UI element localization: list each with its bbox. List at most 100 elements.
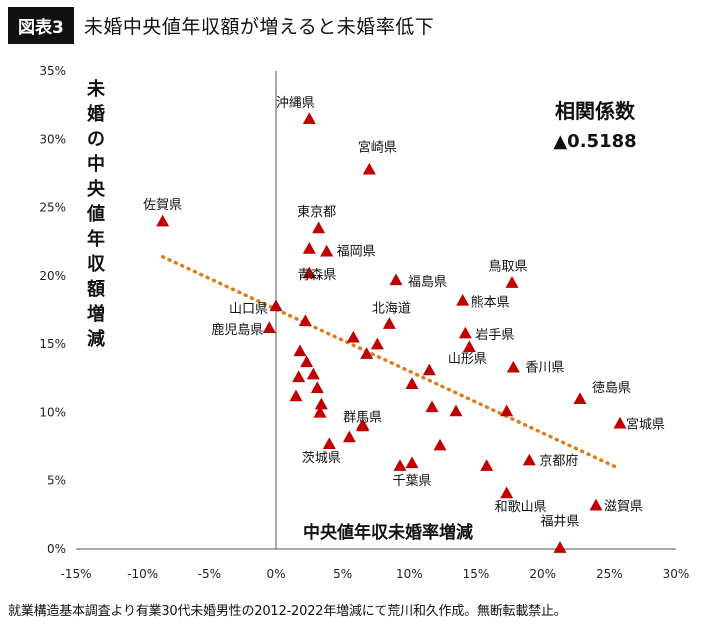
data-point — [262, 321, 276, 333]
data-point — [156, 214, 170, 227]
y-tick-label: 25% — [39, 201, 66, 215]
y-tick-label: 0% — [47, 542, 66, 556]
point-label: 千葉県 — [392, 474, 431, 489]
data-point — [405, 456, 419, 469]
data-point — [505, 276, 519, 288]
correlation-value: ▲0.5188 — [553, 131, 636, 152]
point-label: 鳥取県 — [488, 260, 527, 275]
data-point — [342, 430, 356, 443]
y-tick-label: 5% — [47, 474, 66, 488]
x-axis-title: 中央値年収未婚率増減 — [303, 522, 473, 543]
data-point — [314, 397, 328, 410]
figure-title: 未婚中央値年収額が増えると未婚率低下 — [83, 15, 435, 38]
point-label: 福井県 — [540, 515, 579, 530]
point-label: 北海道 — [372, 302, 411, 317]
source-note: 就業構造基本調査より有業30代未婚男性の2012-2022年増減にて荒川和久作成… — [8, 604, 567, 619]
data-point — [613, 416, 627, 429]
data-point — [393, 459, 407, 471]
data-point — [302, 242, 316, 254]
point-label: 滋賀県 — [604, 499, 643, 514]
point-label: 徳島県 — [592, 381, 631, 396]
x-tick-label: 25% — [596, 567, 623, 581]
figure-header: 図表3 未婚中央値年収額が増えると未婚率低下 — [8, 6, 435, 44]
x-tick-label: 20% — [529, 567, 556, 581]
data-point — [313, 405, 327, 418]
y-axis-title-char: 未 — [87, 79, 106, 100]
data-point — [522, 453, 536, 466]
x-tick-label: -10% — [127, 567, 158, 581]
point-label: 鹿児島県 — [211, 322, 263, 338]
x-tick-label: -15% — [60, 567, 91, 581]
x-tick-label: 5% — [333, 567, 352, 581]
scatter-chart: -15% -10% -5% 0% 5% 10% 15% 20% 25% 30% 0% 5% 10% 15%… — [39, 64, 690, 581]
x-tick-label: 15% — [463, 567, 490, 581]
y-axis-title-char: 増 — [87, 303, 105, 325]
point-label: 山形県 — [448, 352, 487, 367]
data-point — [269, 299, 283, 312]
y-axis-title-char: の — [87, 129, 105, 150]
x-tick-label: 0% — [266, 567, 285, 581]
y-tick-label: 35% — [39, 64, 66, 78]
point-label: 京都府 — [539, 454, 578, 469]
data-point — [405, 377, 419, 389]
y-tick-label: 10% — [39, 405, 66, 419]
data-point — [320, 244, 334, 257]
data-point — [589, 498, 603, 511]
correlation-label: 相関係数 — [555, 99, 636, 123]
point-label: 沖縄県 — [276, 96, 315, 111]
data-point — [425, 400, 439, 413]
y-tick-label: 30% — [39, 132, 66, 146]
data-point — [500, 404, 514, 417]
y-axis-title-char: 額 — [86, 278, 105, 300]
data-point — [302, 266, 316, 279]
data-point — [458, 326, 472, 339]
point-label: 宮城県 — [626, 416, 665, 432]
x-tick-label: 30% — [663, 567, 690, 581]
data-point — [506, 360, 520, 373]
data-point — [346, 330, 360, 343]
data-point — [362, 162, 376, 175]
x-tick-label: 10% — [396, 567, 423, 581]
point-label: 茨城県 — [302, 451, 341, 466]
y-axis-title-char: 収 — [87, 254, 106, 275]
data-point — [480, 459, 494, 471]
data-point — [306, 367, 320, 380]
data-point — [382, 317, 396, 329]
x-tick-label: -5% — [198, 567, 221, 581]
data-point — [456, 293, 470, 306]
y-axis-title-char: 年 — [87, 228, 105, 250]
data-point — [553, 541, 567, 553]
data-point — [360, 347, 374, 359]
data-point — [370, 337, 384, 350]
data-point — [312, 221, 326, 234]
point-label: 福島県 — [408, 275, 447, 290]
data-point — [289, 389, 303, 402]
point-label: 宮崎県 — [358, 139, 397, 155]
point-label: 福岡県 — [337, 244, 376, 259]
point-label: 岩手県 — [475, 328, 514, 343]
data-point — [500, 486, 514, 499]
data-point — [298, 314, 312, 327]
y-axis-title-char: 中 — [87, 153, 105, 175]
figure-badge: 図表3 — [8, 6, 74, 44]
point-label: 佐賀県 — [143, 198, 182, 213]
data-point — [310, 381, 324, 394]
y-tick-label: 15% — [39, 337, 66, 351]
point-label: 山口県 — [229, 302, 268, 317]
point-label: 香川県 — [525, 360, 564, 375]
point-label: 和歌山県 — [495, 500, 547, 515]
y-axis-title-char: 値 — [86, 203, 105, 225]
data-point — [462, 340, 476, 353]
data-point — [293, 344, 307, 357]
y-axis-title-char: 央 — [87, 178, 106, 200]
data-point — [322, 437, 336, 450]
data-point — [302, 112, 316, 124]
point-label: 青森県 — [297, 268, 336, 283]
data-point — [433, 438, 447, 451]
data-point — [573, 392, 587, 404]
data-point — [292, 370, 306, 383]
data-point — [389, 273, 403, 286]
y-axis-title-char: 婚 — [87, 103, 105, 125]
point-label: 東京都 — [297, 204, 336, 220]
data-point — [356, 418, 370, 430]
